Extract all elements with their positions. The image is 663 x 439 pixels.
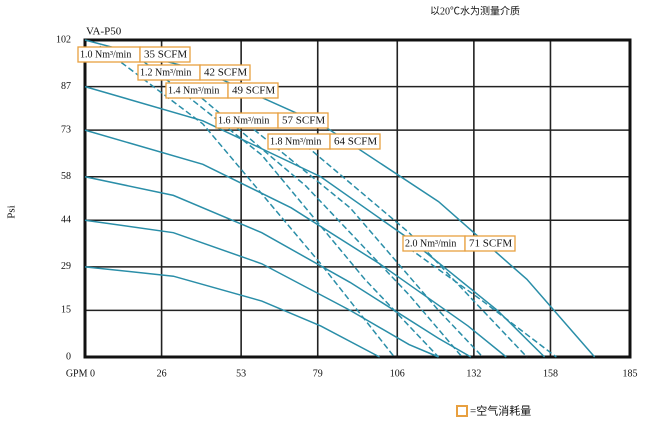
annotation-flow: 1.0 Nm³/min [80,49,131,60]
subtitle: 以20℃水为测量介质 [430,4,520,17]
annotation-flow: 1.8 Nm³/min [270,136,321,147]
curve [143,61,440,358]
x-tick-label: 132 [466,368,481,379]
x-tick-label: 185 [623,368,638,379]
curve [187,86,463,358]
annotation-scfm: 57 SCFM [282,115,325,127]
y-tick-label: 87 [61,81,71,92]
curve [408,247,557,358]
y-tick-label: 73 [61,124,71,135]
chart-title: VA-P50 [86,26,122,38]
y-tick-label: 29 [61,261,71,272]
annotation-box [329,133,381,150]
annotation-flow: 2.0 Nm³/min [405,238,456,249]
y-tick-label: 44 [61,215,71,226]
annotation-box [139,46,191,63]
annotation-box [199,64,251,81]
annotation-box [464,235,516,252]
curve [84,176,472,358]
y-tick-label: 102 [56,34,71,45]
annotation-scfm: 42 SCFM [204,67,247,79]
curve [84,129,507,358]
x-tick-label: 79 [313,368,323,379]
y-tick-label: 58 [61,171,71,182]
x-tick-label: 106 [390,368,405,379]
curve [84,266,380,358]
annotation-flow: 1.6 Nm³/min [218,115,269,126]
annotation-scfm: 35 SCFM [144,49,187,61]
annotation-box [277,112,329,129]
legend-swatch [456,405,468,417]
x-tick-label: GPM 0 [66,368,95,379]
curve [246,123,484,358]
annotation-flow: 1.2 Nm³/min [140,67,191,78]
legend-note: =空气消耗量 [470,404,531,418]
curve [99,45,395,358]
x-tick-label: 26 [157,368,167,379]
y-tick-label: 0 [66,351,71,362]
curve [84,219,439,358]
annotation-scfm: 71 SCFM [469,238,512,250]
annotation-scfm: 49 SCFM [232,85,275,97]
y-tick-label: 15 [61,305,71,316]
y-axis-label: Psi [6,205,18,218]
plot-border [83,38,632,359]
annotation-flow: 1.4 Nm³/min [168,85,219,96]
x-tick-label: 158 [543,368,558,379]
annotation-scfm: 64 SCFM [334,136,377,148]
annotation-box [227,82,279,99]
x-tick-label: 53 [236,368,246,379]
